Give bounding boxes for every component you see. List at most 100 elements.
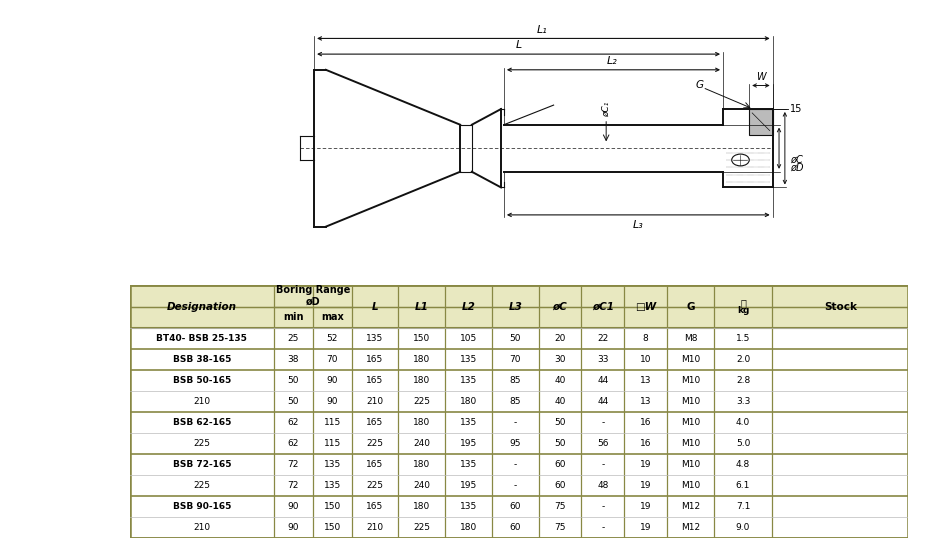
- Text: 105: 105: [460, 334, 477, 343]
- Text: BSB 38-165: BSB 38-165: [172, 355, 231, 363]
- Text: 90: 90: [326, 397, 338, 406]
- Text: øC: øC: [552, 301, 567, 311]
- Text: 210: 210: [366, 397, 384, 406]
- Text: 44: 44: [597, 397, 608, 406]
- Text: 180: 180: [413, 376, 430, 385]
- Text: 135: 135: [460, 502, 477, 511]
- Text: 225: 225: [366, 439, 384, 448]
- Text: 50: 50: [510, 334, 521, 343]
- Text: 180: 180: [460, 523, 477, 532]
- Text: 135: 135: [460, 376, 477, 385]
- Text: 75: 75: [554, 523, 565, 532]
- Text: 56: 56: [597, 439, 609, 448]
- Text: 165: 165: [366, 502, 384, 511]
- Text: 85: 85: [510, 376, 521, 385]
- Bar: [130, 285, 908, 328]
- Text: -: -: [602, 418, 604, 427]
- Text: 5.0: 5.0: [736, 439, 750, 448]
- Text: 4.8: 4.8: [736, 460, 750, 469]
- Text: 165: 165: [366, 460, 384, 469]
- Text: -: -: [602, 523, 604, 532]
- Text: 135: 135: [460, 418, 477, 427]
- Text: 48: 48: [597, 481, 608, 490]
- Text: 165: 165: [366, 355, 384, 363]
- Text: 22: 22: [597, 334, 608, 343]
- Text: 50: 50: [554, 418, 565, 427]
- Text: 95: 95: [510, 439, 521, 448]
- Text: min: min: [283, 312, 303, 322]
- Text: 225: 225: [194, 439, 210, 448]
- Text: 60: 60: [510, 523, 521, 532]
- Text: G: G: [686, 301, 694, 311]
- Text: 13: 13: [640, 376, 652, 385]
- Text: øC: øC: [790, 155, 803, 165]
- Text: 4.0: 4.0: [736, 418, 750, 427]
- Text: 240: 240: [413, 481, 430, 490]
- Text: 135: 135: [324, 481, 341, 490]
- Text: 1.5: 1.5: [736, 334, 750, 343]
- Text: 70: 70: [510, 355, 521, 363]
- Text: G: G: [695, 81, 704, 91]
- Text: 7.1: 7.1: [736, 502, 750, 511]
- Text: øD: øD: [790, 163, 804, 173]
- Text: kg: kg: [737, 306, 749, 315]
- Text: L1: L1: [415, 301, 428, 311]
- Text: 90: 90: [287, 502, 299, 511]
- Text: 60: 60: [554, 481, 565, 490]
- Text: 13: 13: [640, 397, 652, 406]
- Text: 180: 180: [413, 355, 430, 363]
- Text: 33: 33: [597, 355, 609, 363]
- Text: M10: M10: [680, 460, 700, 469]
- Text: 16: 16: [640, 418, 652, 427]
- Text: 19: 19: [640, 523, 652, 532]
- Text: ⎓: ⎓: [740, 298, 746, 308]
- Text: 90: 90: [326, 376, 338, 385]
- Text: □W: □W: [635, 301, 656, 311]
- Text: 62: 62: [287, 418, 299, 427]
- Bar: [749, 109, 772, 135]
- Text: 225: 225: [194, 481, 210, 490]
- Text: 15: 15: [790, 104, 803, 114]
- Text: -: -: [602, 460, 604, 469]
- Text: L₃: L₃: [633, 220, 643, 229]
- Text: M10: M10: [680, 418, 700, 427]
- Text: 9.0: 9.0: [736, 523, 750, 532]
- Text: 180: 180: [413, 460, 430, 469]
- Text: 150: 150: [324, 502, 341, 511]
- Text: 180: 180: [413, 502, 430, 511]
- Text: 70: 70: [326, 355, 338, 363]
- Text: 19: 19: [640, 502, 652, 511]
- Text: 210: 210: [193, 523, 210, 532]
- Text: 165: 165: [366, 418, 384, 427]
- Text: 2.0: 2.0: [736, 355, 750, 363]
- Text: 40: 40: [554, 397, 565, 406]
- Text: 19: 19: [640, 481, 652, 490]
- Text: M10: M10: [680, 355, 700, 363]
- Text: 6.1: 6.1: [736, 481, 750, 490]
- Text: 85: 85: [510, 397, 521, 406]
- Text: M10: M10: [680, 481, 700, 490]
- Text: 50: 50: [287, 397, 299, 406]
- Text: L: L: [372, 301, 378, 311]
- Text: -: -: [514, 460, 517, 469]
- Text: M10: M10: [680, 376, 700, 385]
- Text: 240: 240: [413, 439, 430, 448]
- Text: 180: 180: [413, 418, 430, 427]
- Text: 44: 44: [597, 376, 608, 385]
- Text: 210: 210: [193, 397, 210, 406]
- Text: BT40- BSB 25-135: BT40- BSB 25-135: [157, 334, 248, 343]
- Text: 25: 25: [287, 334, 299, 343]
- Text: max: max: [321, 312, 344, 322]
- Text: M12: M12: [680, 502, 700, 511]
- Text: 10: 10: [640, 355, 652, 363]
- Text: W: W: [756, 71, 766, 82]
- Text: 90: 90: [287, 523, 299, 532]
- Text: 60: 60: [554, 460, 565, 469]
- Text: 225: 225: [366, 481, 384, 490]
- Text: 115: 115: [324, 418, 341, 427]
- Text: 30: 30: [554, 355, 565, 363]
- Text: 135: 135: [324, 460, 341, 469]
- Text: 225: 225: [413, 397, 430, 406]
- Text: øC₁: øC₁: [602, 102, 611, 117]
- Text: L₁: L₁: [537, 25, 547, 35]
